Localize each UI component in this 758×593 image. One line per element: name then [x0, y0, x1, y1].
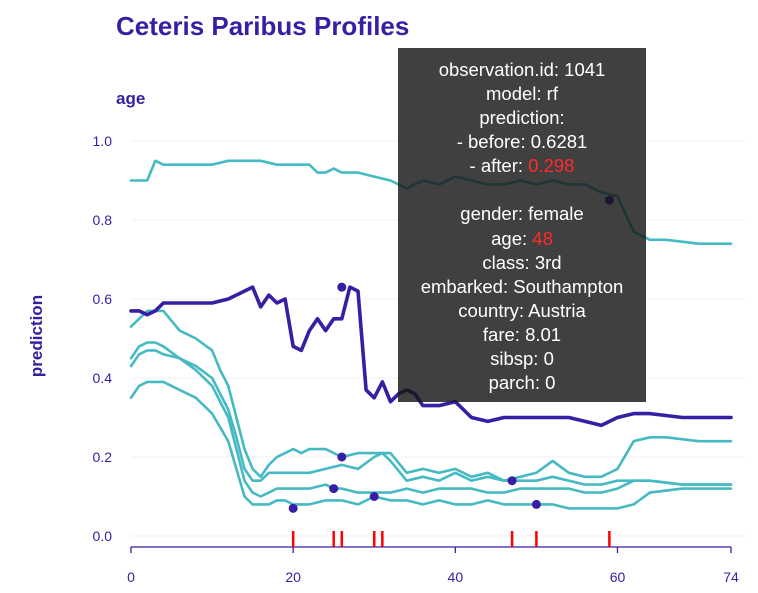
tooltip-observation-id: observation.id: 1041 — [438, 59, 606, 80]
y-tick-labels: 0.0 0.2 0.4 0.6 0.8 1.0 — [93, 133, 113, 544]
tooltip-sibsp: sibsp: 0 — [490, 348, 554, 370]
tooltip-age: age: 48 — [491, 227, 553, 249]
x-tick-label: 20 — [285, 569, 301, 585]
profile-line-highlighted — [129, 285, 733, 428]
profile-lines — [129, 159, 733, 510]
tooltip-age-value: 48 — [532, 227, 553, 249]
y-tick-label: 0.6 — [93, 291, 113, 307]
facet-label: age — [116, 89, 145, 108]
observation-point — [337, 452, 347, 462]
tooltip-before: - before: 0.6281 — [456, 131, 588, 153]
observation-point — [507, 476, 517, 486]
tooltip-after-value: 0.298 — [528, 155, 575, 177]
tooltip-model: model: rf — [486, 83, 558, 105]
x-tick-label: 0 — [127, 569, 135, 585]
tooltip-country: country: Austria — [458, 299, 586, 321]
tooltip-after: - after: 0.298 — [469, 155, 575, 177]
profile-line — [129, 380, 733, 510]
tooltip-class: class: 3rd — [482, 251, 562, 273]
x-tick-label: 40 — [448, 569, 464, 585]
y-axis-label: prediction — [27, 295, 46, 377]
x-tick-label: 60 — [610, 569, 626, 585]
tooltip-parch: parch: 0 — [488, 372, 556, 394]
chart-title: Ceteris Paribus Profiles — [116, 11, 409, 41]
y-tick-label: 0.2 — [93, 449, 113, 465]
profile-line — [129, 341, 733, 486]
x-tick-label: 74 — [723, 569, 739, 585]
observation-point — [337, 282, 347, 292]
y-tick-label: 0.8 — [93, 212, 113, 228]
observation-point — [288, 503, 298, 513]
tooltip-prediction: prediction: — [479, 107, 565, 129]
observation-point — [369, 492, 379, 501]
y-tick-label: 1.0 — [93, 133, 113, 149]
profile-line — [129, 349, 733, 498]
observation-point — [329, 484, 339, 494]
profile-line — [129, 309, 733, 482]
tooltip-embarked: embarked: Southampton — [420, 275, 624, 297]
rug-marks — [291, 531, 611, 547]
y-tick-label: 0.0 — [93, 528, 113, 544]
tooltip-fare: fare: 8.01 — [482, 323, 562, 345]
observation-point — [531, 499, 541, 509]
y-tick-label: 0.4 — [93, 370, 113, 386]
x-axis: 0 20 40 60 74 — [127, 546, 739, 585]
tooltip: observation.id: 1041 model: rf predictio… — [398, 48, 646, 402]
tooltip-gender: gender: female — [460, 203, 584, 225]
